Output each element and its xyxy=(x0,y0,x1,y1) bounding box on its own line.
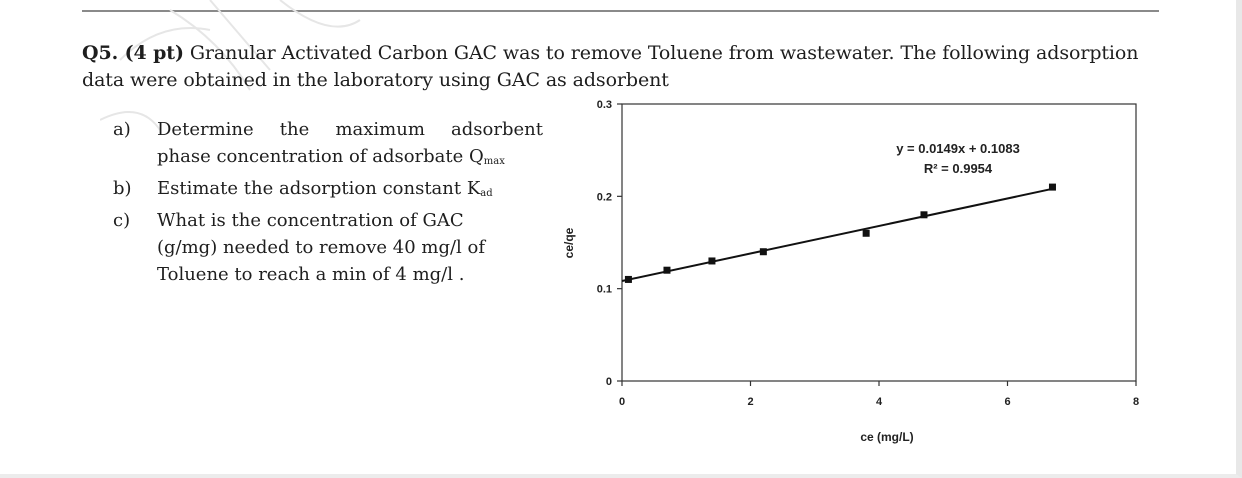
top-rule xyxy=(82,10,1159,12)
r-squared-label: R² = 0.9954 xyxy=(924,161,993,176)
x-axis-label: ce (mg/L) xyxy=(860,430,913,444)
part-b-subscript: ad xyxy=(480,188,493,199)
y-tick-label-0: 0 xyxy=(606,376,612,388)
part-a-line2: phase concentration of adsorbate Qmax xyxy=(157,146,505,167)
data-point-0-5 xyxy=(920,211,928,219)
part-c-line1: What is the concentration of GAC xyxy=(157,210,464,231)
y-tick-label-2: 0.2 xyxy=(597,191,612,203)
question-number: Q5. (4 pt) xyxy=(82,42,184,64)
x-tick-label-1: 2 xyxy=(747,396,753,408)
part-a-line1: Determine the maximum adsorbent xyxy=(157,119,543,140)
question-parts: a) Determine the maximum adsorbent phase… xyxy=(113,116,543,288)
data-point-0-4 xyxy=(862,229,870,237)
part-c: c) What is the concentration of GAC (g/m… xyxy=(113,207,543,288)
data-point-0-1 xyxy=(663,266,671,274)
part-c-marker: c) xyxy=(113,210,131,231)
part-a: a) Determine the maximum adsorbent phase… xyxy=(113,116,543,175)
data-point-0-6 xyxy=(1048,183,1056,191)
part-a-subscript: max xyxy=(483,156,505,167)
x-tick-label-3: 6 xyxy=(1004,396,1010,408)
part-b-line1: Estimate the adsorption constant Kad xyxy=(157,178,493,199)
x-tick-label-2: 4 xyxy=(876,396,883,408)
part-c-line2: (g/mg) needed to remove 40 mg/l of xyxy=(157,237,486,258)
y-tick-label-3: 0.3 xyxy=(597,99,612,111)
data-point-0-0 xyxy=(624,275,632,283)
question-text: Q5. (4 pt) Granular Activated Carbon GAC… xyxy=(82,40,1167,94)
part-b-marker: b) xyxy=(113,178,132,199)
data-point-0-3 xyxy=(759,248,767,256)
x-tick-label-4: 8 xyxy=(1133,396,1139,408)
y-tick-label-1: 0.1 xyxy=(597,284,612,296)
part-c-line3: Toluene to reach a min of 4 mg/l . xyxy=(157,264,465,285)
part-b: b) Estimate the adsorption constant Kad xyxy=(113,175,543,207)
trendline-equation: y = 0.0149x + 0.1083 xyxy=(896,141,1020,156)
question-body: Granular Activated Carbon GAC was to rem… xyxy=(82,42,1139,91)
part-a-marker: a) xyxy=(113,119,131,140)
y-axis-label: ce/qe xyxy=(562,227,576,258)
plot-area xyxy=(621,103,1137,382)
x-tick-label-0: 0 xyxy=(619,396,625,408)
trendline xyxy=(621,187,1053,282)
data-point-0-2 xyxy=(708,257,716,265)
